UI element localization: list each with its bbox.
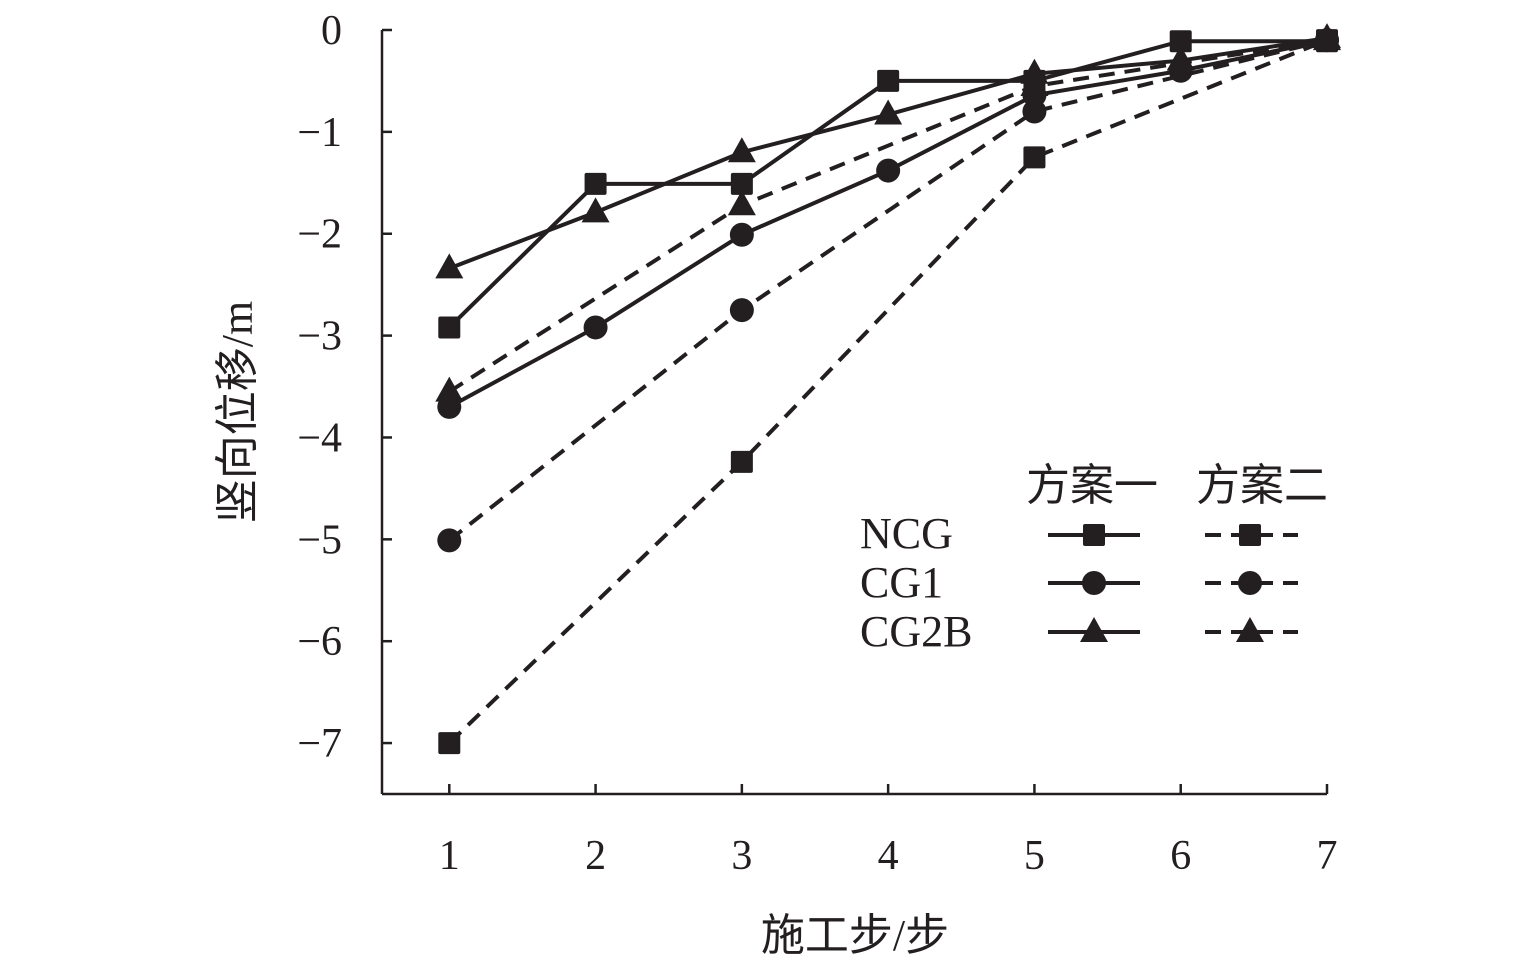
series-group xyxy=(435,23,1341,755)
y-axis-label: 竖向位移/m xyxy=(213,301,262,523)
x-axis-label: 施工步/步 xyxy=(761,911,949,958)
legend-label-cg2b: CG2B xyxy=(860,607,972,656)
x-tick-label: 6 xyxy=(1170,833,1191,879)
data-point xyxy=(581,197,610,223)
legend-marker-triangle xyxy=(1080,617,1108,642)
data-point xyxy=(730,450,753,473)
y-tick-label: −7 xyxy=(297,721,342,767)
data-point xyxy=(874,99,903,125)
x-tick-label: 7 xyxy=(1317,833,1338,879)
series-triangle-dashed xyxy=(435,25,1341,402)
x-tick-label: 5 xyxy=(1024,833,1045,879)
data-point xyxy=(584,172,607,195)
series-line xyxy=(448,38,1328,542)
legend-header-scheme2: 方案二 xyxy=(1196,461,1328,510)
data-point xyxy=(1020,71,1049,97)
data-point xyxy=(1022,99,1047,124)
data-point xyxy=(729,298,754,323)
data-point xyxy=(727,137,756,163)
y-tick-label: −1 xyxy=(297,110,342,156)
data-point xyxy=(435,253,464,279)
data-point xyxy=(437,528,462,553)
y-tick-label: −5 xyxy=(297,517,342,563)
y-tick-label: −2 xyxy=(297,212,342,258)
data-point xyxy=(877,69,900,92)
data-point xyxy=(1023,146,1046,169)
y-tick-label: −3 xyxy=(297,314,342,360)
series-line xyxy=(448,38,1328,409)
data-point xyxy=(438,732,461,755)
data-point xyxy=(876,158,901,183)
series-triangle-solid xyxy=(435,23,1341,279)
data-point xyxy=(583,315,608,340)
data-point xyxy=(435,376,464,402)
legend-marker-circle xyxy=(1082,571,1106,595)
legend-label-ncg: NCG xyxy=(860,509,953,558)
series-line xyxy=(448,38,1328,394)
data-point xyxy=(729,222,754,247)
legend-header-scheme1: 方案一 xyxy=(1026,461,1158,510)
legend-marker-triangle xyxy=(1236,617,1264,642)
data-point xyxy=(1166,45,1195,71)
axes: 0 −1 −2 −3 −4 −5 −6 −7 1 2 3 4 5 6 7 xyxy=(297,8,1337,879)
legend-marker-circle xyxy=(1238,571,1262,595)
data-point xyxy=(730,172,753,195)
legend: 方案一 方案二 NCG CG1 CG2B xyxy=(860,461,1328,656)
legend-marker-square xyxy=(1239,524,1261,546)
y-tick-label: −4 xyxy=(297,415,342,461)
data-point xyxy=(438,316,461,339)
legend-marker-square xyxy=(1083,524,1105,546)
series-square-solid xyxy=(438,30,1338,339)
legend-label-cg1: CG1 xyxy=(860,558,943,607)
x-tick-label: 2 xyxy=(585,833,606,879)
data-point xyxy=(1169,30,1192,53)
y-tick-label: 0 xyxy=(321,8,342,54)
data-point xyxy=(1313,25,1341,51)
y-tick-label: −6 xyxy=(297,619,342,665)
x-tick-label: 3 xyxy=(731,833,752,879)
x-tick-label: 4 xyxy=(878,833,899,879)
x-tick-label: 1 xyxy=(439,833,460,879)
data-point xyxy=(727,190,756,216)
